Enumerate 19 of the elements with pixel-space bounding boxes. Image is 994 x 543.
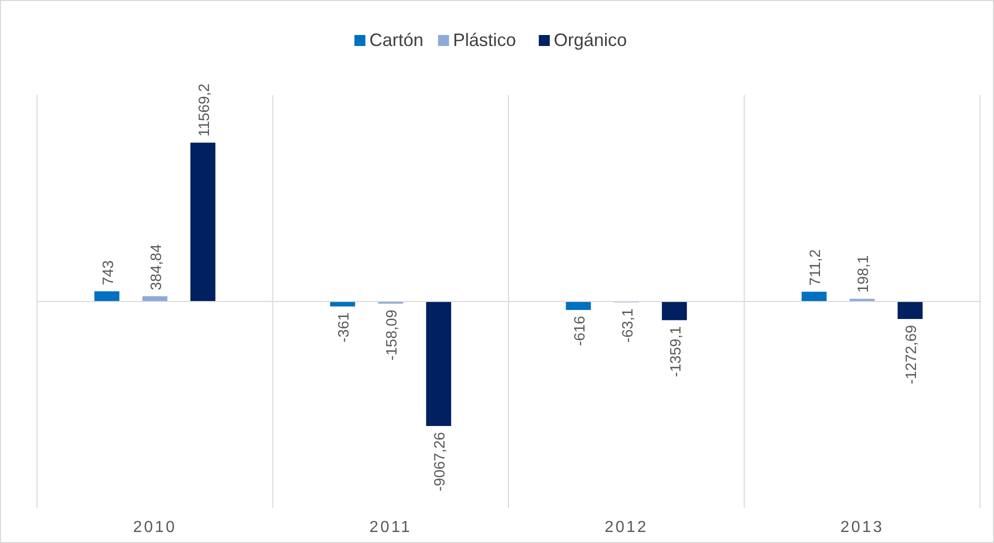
- x-tick-label: 2012: [604, 519, 648, 536]
- legend-label: Orgánico: [554, 30, 627, 50]
- data-label: 743: [100, 260, 117, 286]
- data-label: -361: [336, 312, 353, 342]
- x-tick-label: 2010: [133, 519, 177, 536]
- data-label: -1272,69: [903, 324, 920, 384]
- data-label: 384,84: [148, 244, 165, 290]
- data-label: -158,09: [384, 310, 401, 361]
- data-label: -1359,1: [667, 326, 684, 378]
- data-label: 711,2: [807, 249, 824, 286]
- x-tick-label: 2013: [840, 519, 884, 536]
- legend-label: Cartón: [369, 30, 424, 50]
- legend-label: Plástico: [453, 30, 516, 50]
- data-label: -63,1: [619, 308, 636, 343]
- data-label: -616: [571, 316, 588, 346]
- data-label: -9067,26: [432, 432, 449, 492]
- x-tick-label: 2011: [369, 519, 412, 536]
- data-label: 198,1: [855, 255, 872, 293]
- data-label: 11569,2: [196, 84, 213, 137]
